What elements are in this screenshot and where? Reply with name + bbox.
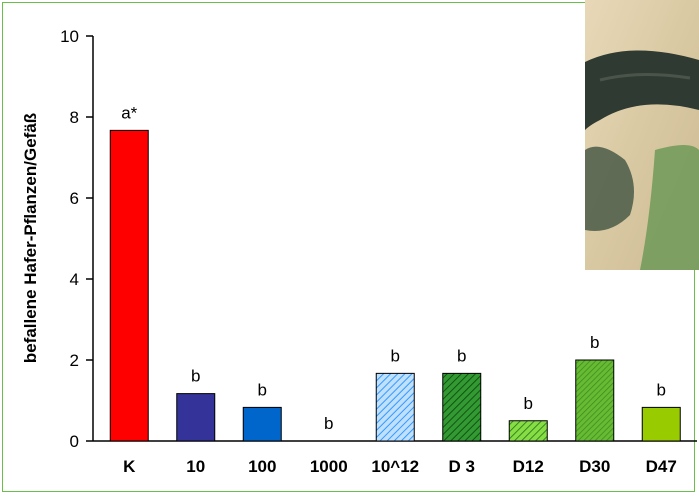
y-tick-label: 4	[70, 270, 79, 289]
bar-100	[242, 406, 282, 442]
x-tick-label: 100	[248, 457, 276, 476]
y-tick-label: 8	[70, 108, 79, 127]
x-tick-label: 1000	[310, 457, 348, 476]
y-tick-label: 10	[60, 27, 79, 46]
y-tick-label: 0	[70, 432, 79, 451]
bar-d47	[641, 406, 681, 442]
bars	[109, 129, 681, 442]
x-tick-label: K	[123, 457, 136, 476]
x-tick-label: D30	[579, 457, 610, 476]
y-tick-label: 6	[70, 189, 79, 208]
bar-d30	[575, 359, 615, 442]
bar-data-label: b	[524, 394, 533, 413]
x-tick-label: D12	[513, 457, 544, 476]
bar-data-label: b	[324, 414, 333, 433]
x-tick-label: D47	[646, 457, 677, 476]
y-axis-label: befallene Hafer-Pflanzen/Gefäß	[21, 113, 40, 363]
bar-data-label: b	[590, 333, 599, 352]
x-tick-label: D 3	[449, 457, 475, 476]
bar-d3	[442, 372, 482, 442]
corner-photo	[585, 0, 699, 270]
bar-data-label: b	[258, 380, 267, 399]
bar-data-label: b	[457, 346, 466, 365]
bar-10	[176, 393, 216, 442]
data-labels: Ka* 10 b 100 b 1000 b 10^12 b D 3 b D12 b D30 b D47 b	[121, 103, 677, 476]
x-tick-label: 10	[186, 457, 205, 476]
bar-k	[109, 129, 149, 442]
x-tick-label: 10^12	[371, 457, 419, 476]
bar-d12	[508, 420, 548, 442]
bar-data-label: b	[191, 367, 200, 386]
bar-data-label: b	[391, 346, 400, 365]
bar-data-label: a*	[121, 103, 137, 122]
bar-data-label: b	[657, 380, 666, 399]
bar-1012	[375, 372, 415, 442]
y-tick-label: 2	[70, 351, 79, 370]
